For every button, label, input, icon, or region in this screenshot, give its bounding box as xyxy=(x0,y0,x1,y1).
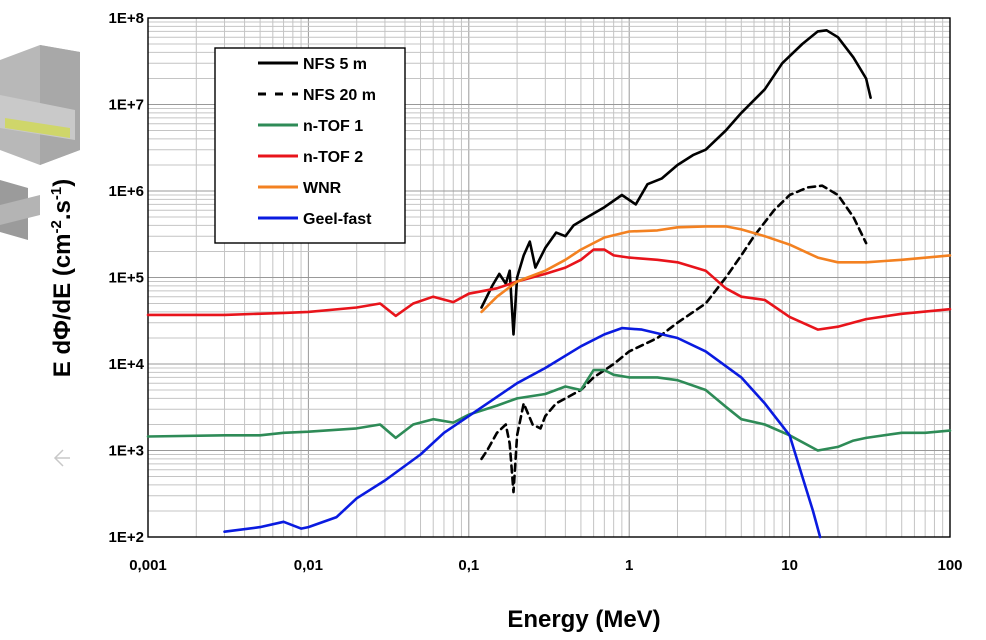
legend-label-geel-fast: Geel-fast xyxy=(303,211,372,228)
legend: NFS 5 m NFS 20 m n-TOF 1 n-TOF 2 WNR Geel-fas… xyxy=(214,47,406,244)
series-line-n-tof-1 xyxy=(146,368,952,452)
legend-items: NFS 5 m NFS 20 m n-TOF 1 n-TOF 2 WNR Geel-fas… xyxy=(258,56,376,228)
plot-area-border xyxy=(147,17,951,538)
y-axis-title-exp1: -2 xyxy=(48,220,65,233)
legend-label-nfs-20-m: NFS 20 m xyxy=(303,87,376,104)
y-axis-title: E dΦ/dE (cm-2.s-1) xyxy=(48,179,76,377)
y-axis-title-mid: .s xyxy=(49,200,76,220)
series-line-wnr xyxy=(480,225,952,314)
y-tick-label: 1E+6 xyxy=(109,183,144,200)
legend-label-nfs-5-m: NFS 5 m xyxy=(303,56,367,73)
cropped-illustration xyxy=(0,45,80,240)
y-tick-label: 1E+2 xyxy=(109,529,144,546)
y-tick-label: 1E+3 xyxy=(109,443,144,460)
legend-label-n-tof-1: n-TOF 1 xyxy=(303,118,363,135)
y-axis-title-exp2: -1 xyxy=(48,187,65,200)
y-tick-labels: 1E+2 1E+3 1E+4 1E+5 1E+6 1E+7 1E+8 xyxy=(109,10,145,546)
x-tick-label: 1 xyxy=(625,557,633,574)
legend-label-n-tof-2: n-TOF 2 xyxy=(303,149,363,166)
x-tick-label: 100 xyxy=(937,557,962,574)
series-line-nfs-5-m xyxy=(480,29,872,336)
series-line-geel-fast xyxy=(223,326,822,539)
x-tick-labels: 0,001 0,01 0,1 1 10 100 xyxy=(129,557,962,574)
x-tick-label: 0,01 xyxy=(294,557,323,574)
x-tick-label: 0,001 xyxy=(129,557,167,574)
series-lines xyxy=(146,29,952,539)
y-tick-label: 1E+8 xyxy=(109,10,144,27)
x-axis-title: Energy (MeV) xyxy=(507,606,660,633)
y-axis-title-main: E dΦ/dE (cm xyxy=(49,233,76,377)
y-tick-label: 1E+4 xyxy=(109,356,145,373)
x-tick-label: 0,1 xyxy=(458,557,479,574)
series-line-n-tof-2 xyxy=(146,248,952,331)
y-tick-label: 1E+7 xyxy=(109,97,144,114)
legend-label-wnr: WNR xyxy=(303,180,342,197)
x-tick-label: 10 xyxy=(781,557,798,574)
y-axis-title-end: ) xyxy=(49,179,76,187)
legend-box xyxy=(214,47,406,244)
y-tick-label: 1E+5 xyxy=(109,270,144,287)
stray-arrow-icon xyxy=(53,449,70,467)
